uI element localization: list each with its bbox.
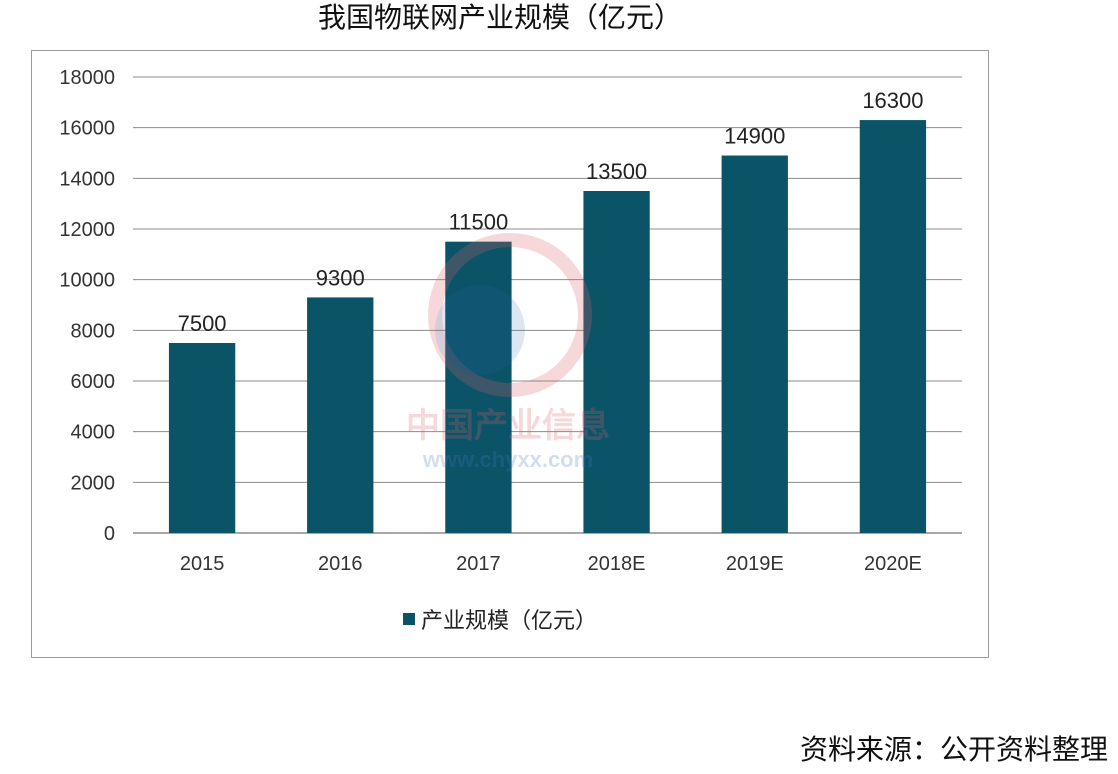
chart-title: 我国物联网产业规模（亿元） <box>317 1 682 34</box>
legend-label: 产业规模（亿元） <box>421 609 598 634</box>
y-tick-label: 2000 <box>71 472 116 494</box>
source-note: 资料来源：公开资料整理 <box>799 733 1108 766</box>
x-axis-ticks: 2015 2016 2017 2018E 2019E 2020E <box>180 553 922 575</box>
y-tick-label: 0 <box>104 523 115 545</box>
x-tick-label-2017: 2017 <box>456 553 501 575</box>
y-tick-label: 4000 <box>71 422 116 444</box>
bar-2020E <box>859 120 927 534</box>
data-label-2019E: 14900 <box>724 124 785 149</box>
data-label-2015: 7500 <box>178 311 227 336</box>
y-tick-label: 14000 <box>59 168 115 190</box>
bars <box>168 120 927 534</box>
data-label-2020E: 16300 <box>862 88 923 113</box>
data-labels: 7500 9300 11500 13500 14900 16300 <box>178 88 924 336</box>
x-tick-label-2019E: 2019E <box>726 553 784 575</box>
gridlines <box>133 76 962 534</box>
y-tick-label: 10000 <box>59 270 115 292</box>
data-label-2016: 9300 <box>316 265 365 290</box>
bar-2018E <box>583 191 650 533</box>
bar-2019E <box>721 155 788 534</box>
x-tick-label-2016: 2016 <box>318 553 363 575</box>
watermark-text-cn: 中国产业信息 <box>406 406 610 446</box>
y-tick-label: 18000 <box>59 67 115 89</box>
bar-2015 <box>168 343 236 533</box>
x-tick-label-2018E: 2018E <box>588 553 646 575</box>
bar-chart: 中国产业信息 www.chyxx.com 7500 9300 11500 13500 1… <box>59 67 962 575</box>
data-label-2018E: 13500 <box>586 159 647 184</box>
legend-swatch <box>403 613 415 625</box>
bar-2017 <box>445 241 512 533</box>
x-tick-label-2020E: 2020E <box>864 553 922 575</box>
y-tick-label: 8000 <box>71 320 116 342</box>
data-label-2017: 11500 <box>449 210 509 235</box>
watermark-text-url: www.chyxx.com <box>422 447 593 472</box>
bar-2016 <box>307 297 374 533</box>
y-tick-label: 16000 <box>59 118 115 140</box>
y-axis-ticks: 0 2000 4000 6000 8000 10000 12000 14000 16000 180… <box>59 67 115 545</box>
y-tick-label: 12000 <box>59 219 115 241</box>
watermark: 中国产业信息 www.chyxx.com <box>406 233 610 472</box>
watermark-ring-blue <box>435 285 525 375</box>
y-tick-label: 6000 <box>71 371 116 393</box>
watermark-ring-red <box>428 233 592 397</box>
legend: 产业规模（亿元） <box>403 603 597 635</box>
x-tick-label-2015: 2015 <box>180 553 225 575</box>
